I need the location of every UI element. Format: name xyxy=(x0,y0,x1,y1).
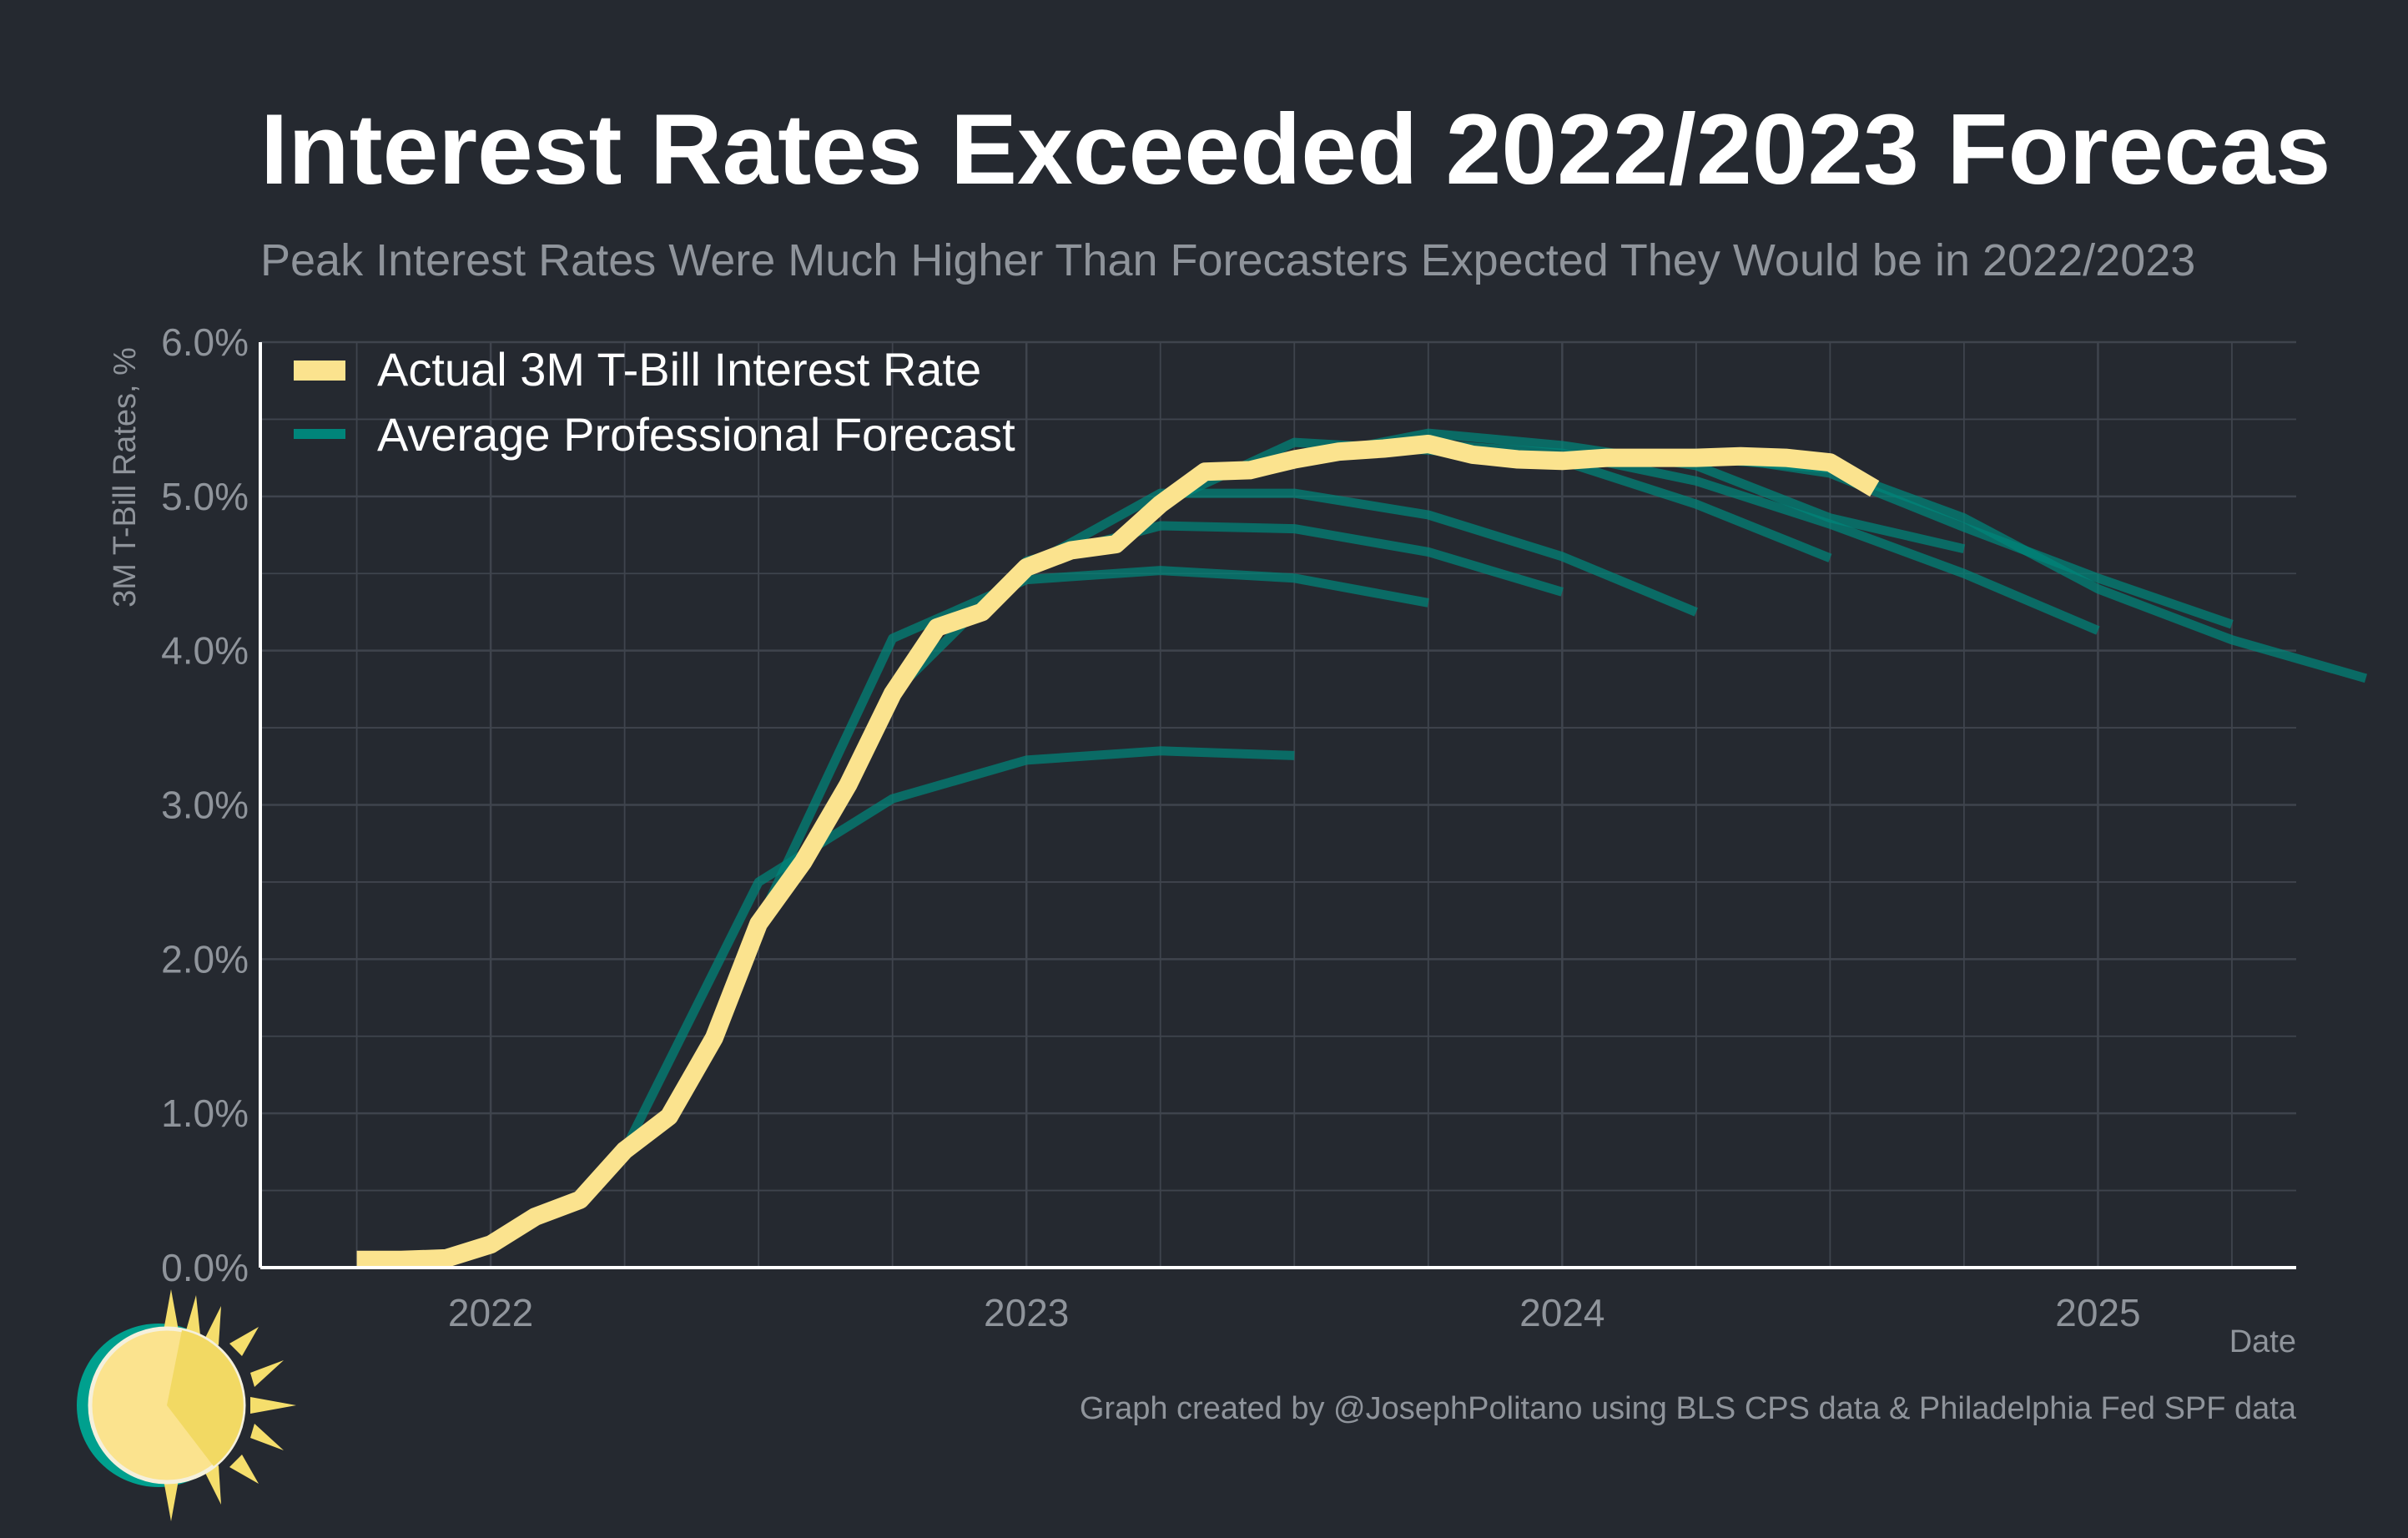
legend-label-actual: Actual 3M T-Bill Interest Rate xyxy=(377,343,981,396)
x-tick-label: 2024 xyxy=(1519,1291,1604,1334)
forecast-line-1 xyxy=(620,746,1295,1152)
x-axis-ticks: 2022 2023 2024 2025 xyxy=(448,1291,2141,1334)
forecast-line-4 xyxy=(1024,488,1698,617)
x-axis-label: Date xyxy=(2229,1324,2296,1359)
grid xyxy=(260,340,2296,1269)
y-tick-label: 1.0% xyxy=(161,1092,249,1135)
actual-rate-line xyxy=(356,435,1880,1269)
y-tick-label: 4.0% xyxy=(161,629,249,673)
forecast-line-9 xyxy=(1695,453,2368,683)
forecast-line-2 xyxy=(754,566,1429,926)
legend-label-forecast: Average Professional Forecast xyxy=(377,408,1015,461)
actual-series-group xyxy=(356,435,1880,1269)
legend-item-actual: Actual 3M T-Bill Interest Rate xyxy=(294,343,981,396)
y-tick-label: 6.0% xyxy=(161,320,249,364)
x-tick-label: 2025 xyxy=(2055,1291,2140,1334)
legend: Actual 3M T-Bill Interest Rate Average P… xyxy=(294,343,1015,461)
x-tick-label: 2022 xyxy=(448,1291,533,1334)
y-tick-label: 3.0% xyxy=(161,784,249,827)
y-tick-label: 2.0% xyxy=(161,937,249,981)
sun-icon xyxy=(77,1289,296,1521)
x-tick-label: 2023 xyxy=(984,1291,1069,1334)
forecast-series-group xyxy=(620,428,2368,1152)
chart-title: Interest Rates Exceeded 2022/2023 Foreca… xyxy=(260,93,2331,205)
y-axis-label: 3M T-Bill Rates, % xyxy=(108,347,143,608)
legend-item-forecast: Average Professional Forecast xyxy=(294,408,1015,461)
y-tick-label: 0.0% xyxy=(161,1246,249,1289)
y-tick-label: 5.0% xyxy=(161,475,249,518)
chart-subtitle: Peak Interest Rates Were Much Higher Tha… xyxy=(260,235,2195,285)
y-axis-ticks: 0.0% 1.0% 2.0% 3.0% 4.0% 5.0% 6.0% xyxy=(161,320,249,1289)
footer-credit: Graph created by @JosephPolitano using B… xyxy=(1080,1391,2297,1426)
sun-logo xyxy=(77,1289,296,1521)
